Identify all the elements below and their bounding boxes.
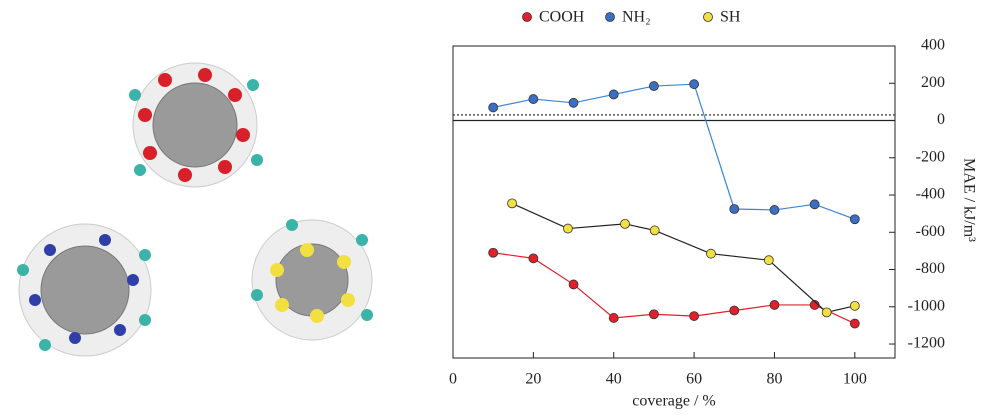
- data-point: [706, 249, 715, 258]
- x-tick-label: 80: [766, 371, 782, 388]
- series-line: [512, 203, 855, 312]
- data-point: [569, 280, 578, 289]
- x-tick-label: 20: [525, 371, 541, 388]
- data-point: [764, 256, 773, 265]
- y-tick-label: 200: [921, 74, 945, 91]
- y-tick-label: -1200: [908, 335, 945, 352]
- series-line: [493, 84, 855, 219]
- data-point: [649, 82, 658, 91]
- x-tick-label: 40: [606, 371, 622, 388]
- data-point: [730, 306, 739, 315]
- data-point: [529, 95, 538, 104]
- data-point: [620, 219, 629, 228]
- legend-marker: [704, 13, 713, 22]
- data-point: [489, 248, 498, 257]
- y-tick-label: -800: [916, 260, 945, 277]
- y-tick-label: -600: [916, 223, 945, 240]
- x-tick-label: 60: [686, 371, 702, 388]
- data-point: [609, 90, 618, 99]
- data-point: [850, 301, 859, 310]
- data-point: [822, 308, 831, 317]
- data-point: [650, 226, 659, 235]
- data-point: [810, 200, 819, 209]
- data-point: [690, 312, 699, 321]
- molecule-cooh: [129, 63, 263, 187]
- y-tick-label: -400: [916, 186, 945, 203]
- legend-marker: [606, 13, 615, 22]
- legend-label: COOH: [539, 9, 585, 26]
- data-point: [730, 204, 739, 213]
- data-point: [690, 80, 699, 89]
- data-point: [770, 205, 779, 214]
- data-point: [508, 199, 517, 208]
- data-point: [649, 310, 658, 319]
- data-point: [489, 103, 498, 112]
- y-axis-label: MAE / kJ/m³: [960, 158, 977, 242]
- data-point: [563, 224, 572, 233]
- legend-label: NH₂: [622, 9, 651, 26]
- data-point: [770, 300, 779, 309]
- y-tick-label: -200: [916, 148, 945, 165]
- y-tick-label: 400: [921, 37, 945, 54]
- data-point: [850, 215, 859, 224]
- x-axis-label: coverage / %: [632, 393, 716, 410]
- molecule-nh2: [17, 224, 151, 356]
- molecule-sh: [251, 219, 373, 340]
- legend-label: SH: [720, 9, 741, 26]
- data-point: [569, 98, 578, 107]
- y-tick-label: -1000: [908, 297, 945, 314]
- data-point: [529, 254, 538, 263]
- x-tick-label: 100: [843, 371, 867, 388]
- data-point: [850, 319, 859, 328]
- x-tick-label: 0: [449, 371, 457, 388]
- legend-marker: [523, 13, 532, 22]
- data-point: [609, 313, 618, 322]
- y-tick-label: 0: [937, 111, 945, 128]
- figure: coverage / % MAE / kJ/m³ 0 20 40 60 80 100 400…: [0, 0, 989, 415]
